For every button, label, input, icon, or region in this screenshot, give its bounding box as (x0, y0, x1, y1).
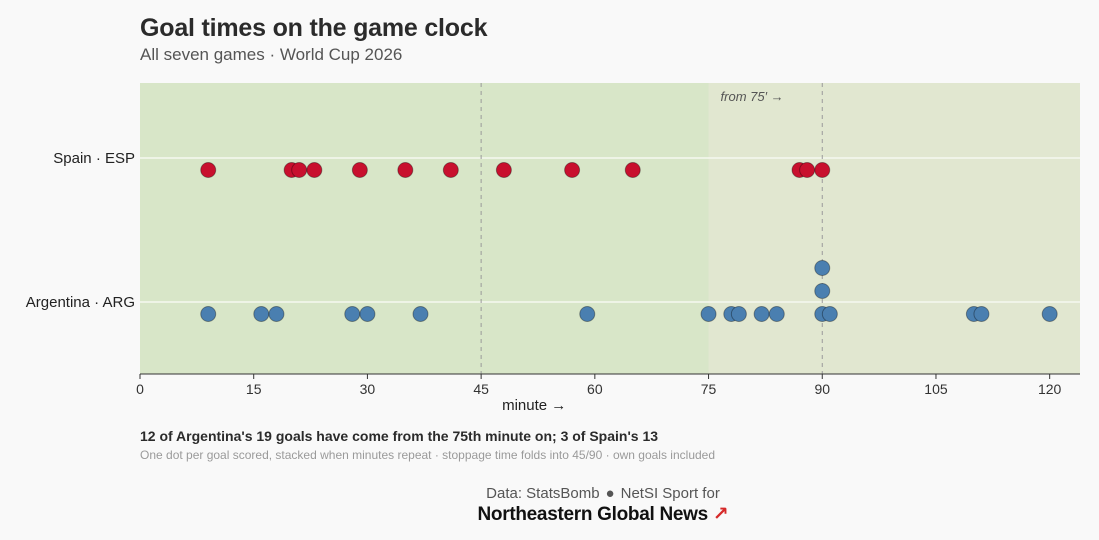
goal-dot-argentina-2 (268, 306, 285, 322)
goal-dot-spain-8 (564, 162, 581, 178)
x-tick-label-105: 105 (924, 381, 948, 397)
goal-dot-spain-4 (351, 162, 368, 178)
goal-dot-spain-12 (814, 162, 831, 178)
chart-note: One dot per goal scored, stacked when mi… (140, 448, 716, 462)
goal-dot-spain-6 (442, 162, 459, 178)
credit-source: Data: StatsBomb (486, 485, 600, 502)
x-tick-label-120: 120 (1038, 381, 1062, 397)
arrow-up-right-icon: ↗ (712, 504, 729, 525)
row-label-argentina: Argentina · ARG (26, 294, 135, 311)
x-tick-label-90: 90 (814, 381, 830, 397)
x-tick-label-30: 30 (360, 381, 376, 397)
x-tick-label-0: 0 (136, 381, 144, 397)
credit-partner: NetSI Sport for (620, 485, 720, 502)
goal-dot-argentina-3 (344, 306, 361, 322)
goal-dot-spain-7 (495, 162, 512, 178)
goal-dot-argentina-6 (579, 306, 596, 322)
late-game-highlight (708, 83, 1080, 374)
x-tick-label-60: 60 (587, 381, 603, 397)
goal-dot-argentina-0 (200, 306, 217, 322)
goal-dot-argentina-15 (821, 306, 838, 322)
credit-line: Data: StatsBomb ● NetSI Sport for (0, 485, 1099, 502)
row-label-spain: Spain · ESP (53, 150, 135, 167)
chart-caption: 12 of Argentina's 19 goals have come fro… (140, 428, 659, 444)
goal-dot-argentina-18 (1041, 306, 1058, 322)
goal-dot-argentina-5 (412, 306, 429, 322)
credit-separator: ● (605, 485, 615, 502)
goal-dot-argentina-10 (753, 306, 770, 322)
brand-logo: Northeastern Global News ↗ (0, 503, 1099, 526)
goal-dot-spain-0 (200, 162, 217, 178)
goal-dot-argentina-13 (814, 283, 831, 299)
x-tick-label-75: 75 (701, 381, 717, 397)
goal-dot-spain-11 (799, 162, 816, 178)
x-tick-label-15: 15 (246, 381, 262, 397)
highlight-label: from 75′ → (721, 89, 784, 104)
chart-subtitle: All seven games · World Cup 2026 (140, 45, 403, 64)
chart-title: Goal times on the game clock (140, 14, 488, 42)
goal-dot-argentina-11 (768, 306, 785, 322)
goal-dot-argentina-9 (730, 306, 747, 322)
goal-times-chart: from 75′ → Spain · ESP Argentina · ARG 0 15 3… (26, 83, 1080, 414)
brand-name: Northeastern Global News (477, 504, 709, 525)
goal-dot-argentina-1 (253, 306, 270, 322)
goal-dot-argentina-14 (814, 260, 831, 276)
goal-dot-spain-3 (306, 162, 323, 178)
goal-dot-spain-9 (624, 162, 641, 178)
goal-dot-spain-2 (291, 162, 308, 178)
x-tick-label-45: 45 (473, 381, 489, 397)
goal-dot-argentina-4 (359, 306, 376, 322)
goal-dot-argentina-7 (700, 306, 717, 322)
goal-dot-argentina-17 (973, 306, 990, 322)
goal-dot-spain-5 (397, 162, 414, 178)
x-axis-label: minute → (502, 397, 566, 414)
